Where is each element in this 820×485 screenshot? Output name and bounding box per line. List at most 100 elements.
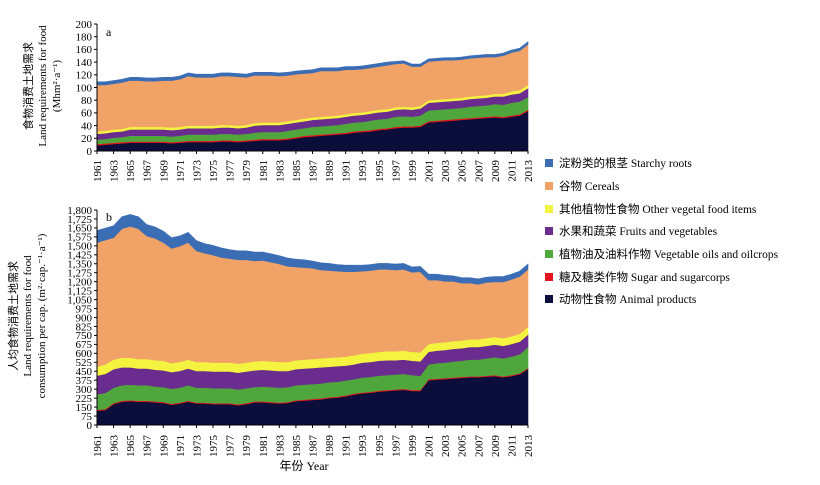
panel-a-x-tick-label: 1991 — [341, 160, 353, 182]
panel-a-x-tick-label: 1989 — [324, 160, 336, 183]
panel-a-x-tick-label: 1987 — [308, 160, 320, 183]
panel-a-x-tick-label: 1985 — [291, 160, 303, 183]
legend-item-animal-products: 动物性食物 Animal products — [545, 288, 820, 311]
panel-b-y-tick-label: 300 — [76, 384, 93, 396]
panel-b-x-tick-label: 1983 — [274, 435, 286, 458]
panel-b-y-tick-label: 1,500 — [67, 241, 92, 253]
panel-b-x-tick-label: 1965 — [125, 435, 137, 458]
legend-swatch-animal-products — [545, 295, 553, 304]
panel-b-y-tick-label: 1,050 — [67, 294, 92, 306]
panel-a-y-tick-label: 40 — [81, 120, 93, 132]
legend-item-fruits-vegetables: 水果和蔬菜 Fruits and vegetables — [545, 220, 820, 243]
panel-a-y-tick-label: 20 — [81, 133, 93, 145]
panel-b-y-tick-label: 1,575 — [67, 232, 92, 244]
legend-label-other-vegetal: 其他植物性食物 Other vegetal food items — [559, 203, 757, 216]
panel-b-ylabel-3: consumption per cap. (m²·cap.⁻¹·a⁻¹) — [36, 233, 48, 398]
panel-b-x-tick-label: 1977 — [225, 435, 237, 458]
panel-a-y-tick-label: 200 — [76, 19, 93, 31]
panel-b-y-tick-label: 375 — [76, 375, 93, 387]
panel-a-ylabel-2: Land requirements for food — [37, 25, 49, 147]
panel-a-x-tick-label: 2009 — [490, 160, 502, 183]
panel-a-y-tick-label: 60 — [81, 108, 93, 120]
panel-b-x-tick-label: 2001 — [424, 435, 436, 457]
legend-swatch-fruits-vegetables — [545, 227, 553, 236]
panel-a-x-tick-label: 1983 — [274, 160, 286, 183]
panel-a-x-tick-label: 2005 — [457, 160, 469, 183]
panel-b-x-tick-label: 1999 — [407, 435, 419, 458]
panel-a-x-tick-label: 1995 — [374, 160, 386, 183]
panel-b-x-tick-label: 1969 — [158, 435, 170, 458]
panel-b-y-tick-label: 525 — [76, 357, 93, 369]
legend-item-sugar: 糖及糖类作物 Sugar and sugarcorps — [545, 265, 820, 288]
panel-b-y-tick-label: 1,725 — [67, 214, 92, 226]
panel-a-x-tick-label: 2011 — [506, 160, 518, 182]
panel-b-label: b — [106, 210, 112, 224]
panel-b-areas — [96, 214, 529, 426]
panel-b-x-tick-label: 2007 — [473, 435, 485, 458]
panel-a-x-tick-label: 1969 — [158, 160, 170, 183]
panel-b-x-tick-label: 1973 — [191, 435, 203, 458]
legend-item-cereals: 谷物 Cereals — [545, 175, 820, 198]
panel-b-y-tick-label: 1,275 — [67, 268, 92, 280]
legend-label-animal-products: 动物性食物 Animal products — [559, 294, 697, 307]
panel-a-ylabel-1: 食物消费土地需求 — [21, 42, 35, 130]
legend-label-vegetable-oils: 植物油及油料作物 Vegetable oils and oilcrops — [559, 249, 779, 262]
panel-b-x-tick-label: 1975 — [208, 435, 220, 458]
panel-b-ylabel-2: Land requirements for food — [22, 255, 34, 377]
panel-b-x-tick-label: 1967 — [142, 435, 154, 458]
legend-swatch-starchy-roots — [545, 159, 553, 168]
panel-a-area-starchy — [96, 41, 529, 86]
panel-a-y-tick-label: 160 — [76, 44, 93, 56]
panel-b-x-tick-label: 1997 — [390, 435, 402, 458]
panel-a-x-tick-label: 1997 — [390, 160, 402, 183]
legend-label-cereals: 谷物 Cereals — [559, 181, 620, 194]
panel-b-x-tick-label: 1963 — [109, 435, 121, 458]
panel-b-chart: 0751502253003754505256006757508259009751… — [6, 205, 535, 457]
legend-swatch-vegetable-oils — [545, 250, 553, 259]
panel-a-x-tick-label: 1993 — [357, 160, 369, 183]
legend-swatch-sugar — [545, 272, 553, 281]
panel-a-x-tick-label: 1977 — [225, 160, 237, 183]
legend-item-starchy-roots: 淀粉类的根茎 Starchy roots — [545, 152, 820, 175]
legend-swatch-cereals — [545, 182, 553, 191]
panel-a-x-tick-label: 2001 — [424, 160, 436, 182]
legend-label-starchy-roots: 淀粉类的根茎 Starchy roots — [559, 158, 692, 171]
panel-b-x-tick-label: 1981 — [258, 435, 270, 457]
legend: 淀粉类的根茎 Starchy roots 谷物 Cereals 其他植物性食物 … — [545, 152, 820, 311]
panel-b-y-tick-label: 1,425 — [67, 250, 92, 262]
panel-b-y-tick-label: 1,800 — [67, 205, 92, 217]
panel-b-y-tick-label: 675 — [76, 339, 93, 351]
panel-b-y-tick-label: 1,125 — [67, 285, 92, 297]
panel-a-y-tick-label: 100 — [76, 82, 93, 94]
legend-label-sugar: 糖及糖类作物 Sugar and sugarcorps — [559, 271, 730, 284]
panel-b-x-tick-label: 1985 — [291, 435, 303, 458]
panel-a-ylabel-3: (Mhm²·a⁻¹) — [51, 60, 63, 112]
panel-a-y-tick-label: 80 — [81, 95, 93, 107]
panel-a-label: a — [106, 25, 112, 39]
panel-b-area-starchy — [96, 214, 529, 285]
panel-b-x-tick-label: 1993 — [357, 435, 369, 458]
panel-b-x-tick-label: 1971 — [175, 435, 187, 457]
panel-b-y-tick-label: 750 — [76, 330, 93, 342]
panel-a-areas — [96, 41, 529, 152]
panel-a-x-tick-label: 1975 — [208, 160, 220, 183]
legend-swatch-other-vegetal — [545, 204, 553, 213]
panel-b-axes: 0751502253003754505256006757508259009751… — [67, 205, 535, 457]
legend-item-vegetable-oils: 植物油及油料作物 Vegetable oils and oilcrops — [545, 243, 820, 266]
panel-b-y-tick-label: 150 — [76, 402, 93, 414]
panel-b-x-tick-label: 2003 — [440, 435, 452, 458]
panel-b-ylabel-1: 人均食物消费土地需求 — [6, 261, 20, 371]
panel-b-y-tick-label: 825 — [76, 321, 93, 333]
panel-a-x-tick-label: 1979 — [241, 160, 253, 183]
panel-b-y-tick-label: 600 — [76, 348, 93, 360]
panel-a-y-tick-label: 140 — [76, 57, 93, 69]
legend-label-fruits-vegetables: 水果和蔬菜 Fruits and vegetables — [559, 226, 718, 239]
panel-a-x-tick-label: 1963 — [109, 160, 121, 183]
panel-a-y-tick-label: 120 — [76, 70, 93, 82]
panel-b-x-tick-label: 1995 — [374, 435, 386, 458]
panel-b-y-tick-label: 225 — [76, 393, 93, 405]
panel-b-x-tick-label: 2005 — [457, 435, 469, 458]
